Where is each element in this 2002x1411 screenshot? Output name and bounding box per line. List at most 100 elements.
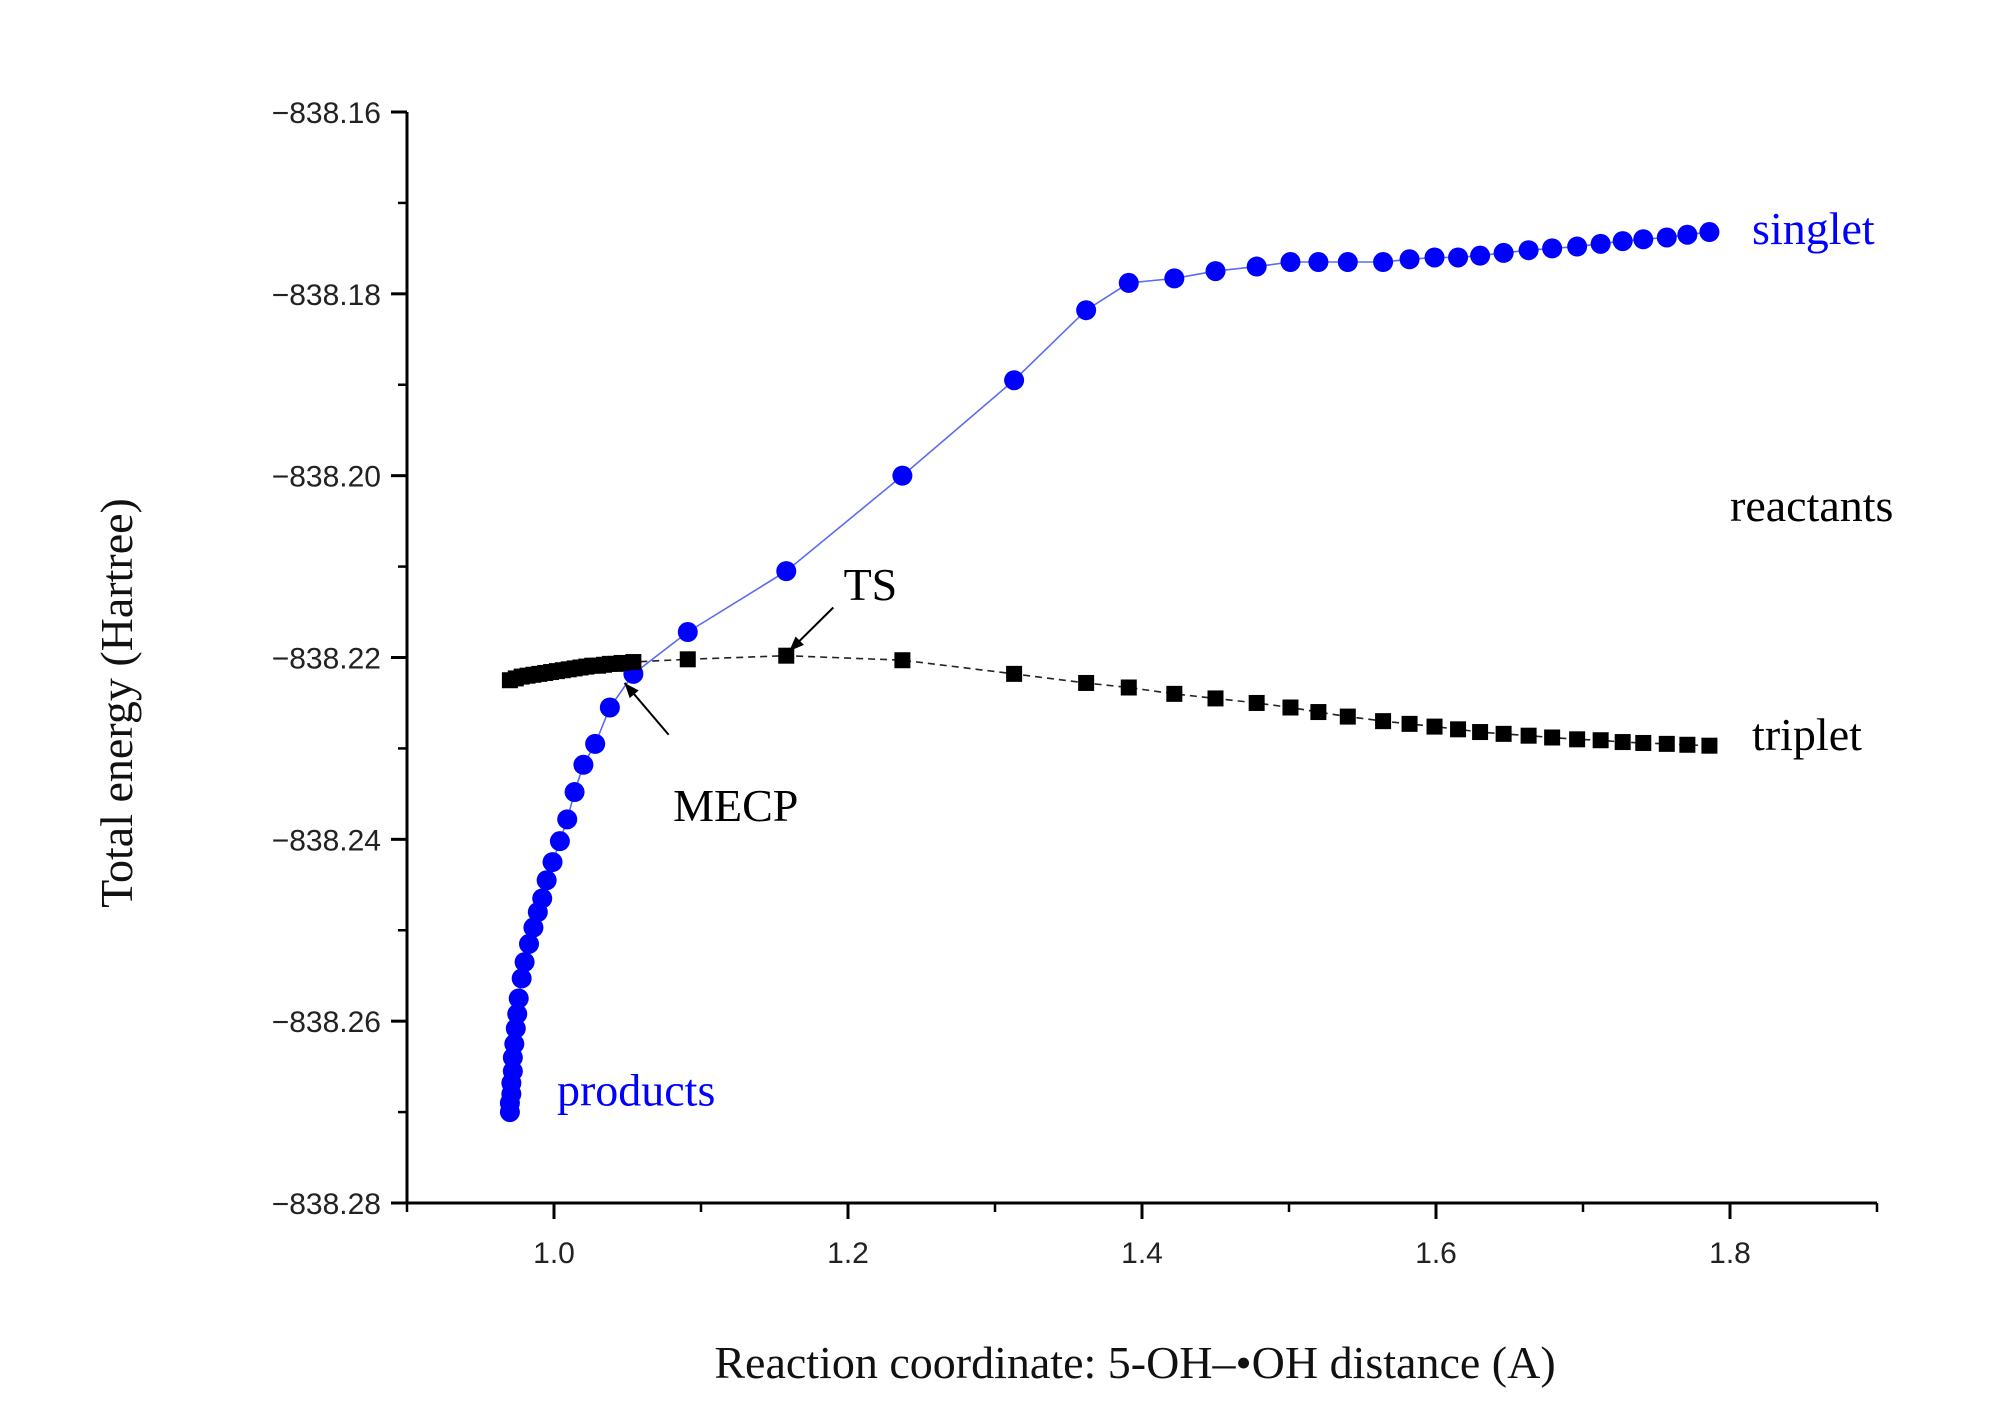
triplet-label: triplet <box>1752 709 1862 760</box>
singlet-point <box>504 1033 525 1054</box>
singlet-point <box>511 968 532 989</box>
singlet-point <box>1448 247 1469 268</box>
ts-arrow-head <box>789 636 804 652</box>
singlet-line <box>509 231 1710 1113</box>
singlet-point <box>1118 272 1139 293</box>
singlet-point <box>1612 231 1633 252</box>
triplet-point <box>1282 699 1299 716</box>
singlet-point <box>1076 300 1097 321</box>
singlet-point <box>1246 256 1267 277</box>
triplet-point <box>1658 735 1675 752</box>
singlet-point <box>564 782 585 803</box>
singlet-point <box>542 852 563 873</box>
y-tick-label: −838.24 <box>272 824 381 857</box>
singlet-point <box>507 1003 528 1024</box>
axes: −838.16 −838.18 −838.20 −838.22 −838.24 −838.… <box>272 97 1879 1270</box>
annotations: singlet triplet reactants products TS MECP <box>557 203 1894 1116</box>
triplet-point <box>1401 715 1418 732</box>
triplet-point <box>625 654 642 671</box>
y-axis-label: Total energy (Hartree) <box>91 498 142 908</box>
triplet-point <box>1375 713 1392 730</box>
singlet-point <box>1205 261 1226 282</box>
singlet-point <box>1280 252 1301 273</box>
singlet-point <box>519 933 540 954</box>
singlet-point <box>1590 233 1611 254</box>
triplet-point <box>1544 729 1561 746</box>
triplet-point <box>1569 731 1586 748</box>
triplet-point <box>778 647 795 664</box>
singlet-point <box>585 733 606 754</box>
series-lines <box>509 231 1710 1113</box>
x-tick-label: 1.2 <box>827 1237 869 1270</box>
products-label: products <box>557 1065 715 1116</box>
triplet-point <box>1120 679 1137 696</box>
mecp-arrow-head <box>624 682 639 699</box>
triplet-point <box>1635 734 1652 751</box>
singlet-point <box>1424 247 1445 268</box>
triplet-point <box>1520 727 1537 744</box>
ts-label: TS <box>844 559 898 610</box>
singlet-point <box>1337 252 1358 273</box>
triplet-point <box>1614 734 1631 751</box>
singlet-point <box>1542 238 1563 259</box>
singlet-point <box>776 561 797 582</box>
triplet-point <box>679 651 696 668</box>
mecp-label: MECP <box>673 780 798 831</box>
singlet-label: singlet <box>1752 203 1875 254</box>
singlet-point <box>532 888 553 909</box>
singlet-point <box>892 465 913 486</box>
y-tick-label: −838.22 <box>272 643 381 676</box>
singlet-point <box>1164 268 1185 289</box>
triplet-point <box>1006 665 1023 682</box>
singlet-point <box>523 917 544 938</box>
triplet-point <box>1310 704 1327 721</box>
triplet-point <box>1166 685 1183 702</box>
singlet-point <box>677 622 698 643</box>
series-markers <box>499 222 1720 1123</box>
reactants-label: reactants <box>1730 480 1893 531</box>
singlet-point <box>505 1018 526 1039</box>
singlet-point <box>1470 245 1491 266</box>
x-tick-label: 1.6 <box>1415 1237 1457 1270</box>
y-tick-label: −838.18 <box>272 279 381 312</box>
triplet-point <box>1472 724 1489 741</box>
singlet-point <box>1699 222 1720 243</box>
triplet-line <box>509 654 1710 747</box>
singlet-point <box>1399 249 1420 270</box>
triplet-point <box>1078 674 1095 691</box>
triplet-point <box>1207 690 1224 707</box>
singlet-point <box>1518 240 1539 261</box>
triplet-point <box>1592 732 1609 749</box>
singlet-point <box>1656 227 1677 248</box>
x-tick-label: 1.4 <box>1121 1237 1163 1270</box>
singlet-point <box>549 831 570 852</box>
triplet-point <box>894 652 911 669</box>
singlet-point <box>508 988 529 1009</box>
triplet-point <box>1701 737 1718 754</box>
y-tick-label: −838.16 <box>272 97 381 130</box>
triplet-point <box>1248 694 1265 711</box>
triplet-point <box>1679 736 1696 753</box>
x-tick-label: 1.8 <box>1709 1237 1751 1270</box>
triplet-point <box>1426 718 1443 735</box>
singlet-point <box>1633 229 1654 250</box>
singlet-point <box>1373 252 1394 273</box>
singlet-point <box>1493 242 1514 263</box>
triplet-point <box>1450 721 1467 738</box>
x-axis-label: Reaction coordinate: 5-OH–•OH distance (… <box>714 1337 1555 1388</box>
singlet-point <box>573 754 594 775</box>
singlet-point <box>599 697 620 718</box>
singlet-point <box>1677 224 1698 245</box>
singlet-point <box>536 870 557 891</box>
y-tick-label: −838.26 <box>272 1006 381 1039</box>
singlet-point <box>1567 236 1588 257</box>
singlet-point <box>1004 370 1025 391</box>
triplet-point <box>1339 708 1356 725</box>
singlet-point <box>557 809 578 830</box>
y-tick-label: −838.20 <box>272 461 381 494</box>
y-tick-label: −838.28 <box>272 1188 381 1221</box>
triplet-point <box>1495 725 1512 742</box>
singlet-point <box>514 952 535 973</box>
x-tick-label: 1.0 <box>533 1237 575 1270</box>
